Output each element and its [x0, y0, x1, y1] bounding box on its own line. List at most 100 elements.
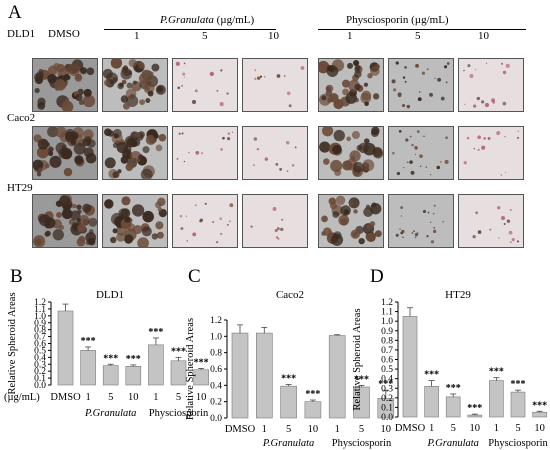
- spheroid: [444, 159, 449, 164]
- spheroid: [194, 89, 198, 93]
- category-label: 1: [262, 424, 267, 435]
- spheroid: [322, 127, 334, 137]
- spheroid: [476, 96, 480, 101]
- spheroid: [183, 62, 186, 65]
- spheroid: [419, 154, 423, 159]
- spheroid: [480, 100, 485, 104]
- spheroid: [253, 137, 258, 141]
- category-label: 10: [470, 423, 481, 434]
- micrograph-caco2-4: [318, 126, 384, 180]
- spheroid: [419, 165, 422, 167]
- y-tick-label: 0.7: [381, 346, 393, 356]
- significance-marker: ***: [489, 367, 504, 378]
- spheroid: [436, 165, 440, 170]
- bar: [102, 365, 119, 386]
- micrograph-ht29-5: [388, 194, 454, 248]
- spheroid: [361, 90, 372, 101]
- spheroid-cluster-image: [472, 206, 520, 243]
- y-tick-label: 1.2: [34, 298, 46, 308]
- category-label: DMSO: [395, 423, 426, 434]
- spheroid: [112, 228, 118, 234]
- spheroid: [333, 129, 345, 142]
- spheroid: [402, 236, 404, 239]
- category-label: 1: [335, 424, 340, 435]
- spheroid: [445, 81, 448, 84]
- significance-marker: ***: [378, 379, 393, 390]
- row-label-ht29: HT29: [7, 182, 33, 194]
- spheroid: [156, 86, 164, 93]
- spheroid: [413, 230, 415, 232]
- spheroid: [185, 215, 187, 217]
- micrograph-caco2-0: [32, 126, 98, 180]
- spheroid-cluster-image: [392, 129, 449, 176]
- spheroid: [332, 211, 340, 219]
- spheroid: [374, 230, 382, 238]
- spheroid: [140, 168, 153, 179]
- spheroid: [156, 231, 164, 239]
- spheroid: [175, 61, 180, 67]
- spheroid: [333, 98, 344, 110]
- spheroid: [199, 219, 203, 223]
- category-label: DMSO: [50, 392, 81, 403]
- micrograph-dld1-4: [318, 58, 384, 112]
- panel-d-letter: D: [370, 266, 384, 287]
- category-label: 5: [451, 423, 456, 434]
- spheroid: [131, 204, 145, 217]
- spheroid: [112, 171, 120, 179]
- row-label-dld1: DLD1: [7, 28, 36, 40]
- spheroid-cluster-image: [33, 127, 97, 177]
- spheroid: [487, 137, 491, 140]
- spheroid: [179, 214, 183, 218]
- spheroid: [33, 235, 46, 247]
- spheroid: [406, 104, 411, 109]
- significance-marker: ***: [126, 354, 141, 365]
- spheroid-cluster-image: [321, 195, 382, 246]
- spheroid: [54, 79, 67, 91]
- bar: [510, 391, 526, 418]
- group-label-pgranulata: P.Granulata: [262, 438, 314, 449]
- spheroid: [228, 220, 231, 223]
- spheroid: [369, 203, 382, 215]
- spheroid: [400, 215, 403, 217]
- spheroid: [145, 134, 156, 145]
- y-tick-label: 0.0: [34, 381, 46, 391]
- spheroid: [334, 168, 342, 177]
- spheroid: [395, 233, 399, 237]
- spheroid: [351, 130, 360, 140]
- spheroid: [56, 211, 63, 218]
- spheroid: [477, 148, 480, 151]
- spheroid: [467, 64, 471, 68]
- spheroid: [219, 217, 222, 220]
- spheroid: [321, 215, 328, 223]
- spheroid: [49, 155, 62, 168]
- spheroid: [145, 98, 151, 104]
- spheroid: [503, 223, 506, 225]
- spheroid: [445, 136, 448, 140]
- spheroid: [352, 231, 358, 238]
- spheroid: [275, 163, 279, 166]
- category-label: 10: [308, 424, 319, 435]
- significance-marker: ***: [103, 353, 118, 364]
- spheroid: [104, 157, 116, 169]
- spheroid: [125, 163, 134, 172]
- spheroid: [411, 232, 414, 234]
- spheroid: [77, 223, 86, 233]
- spheroid: [37, 138, 49, 150]
- spheroid-cluster-image: [104, 196, 167, 247]
- y-tick-label: 1.2: [210, 316, 222, 326]
- spheroid: [504, 172, 507, 174]
- significance-marker: ***: [81, 336, 96, 347]
- significance-marker: ***: [532, 400, 547, 411]
- spheroid: [398, 129, 402, 133]
- spheroid-cluster-image: [391, 61, 450, 109]
- significance-marker: ***: [467, 403, 482, 414]
- spheroid: [469, 73, 474, 78]
- bar: [467, 414, 483, 418]
- spheroid: [177, 86, 181, 90]
- y-tick-label: 0.9: [34, 319, 46, 329]
- spheroid: [121, 79, 127, 85]
- micrograph-caco2-6: [458, 126, 524, 180]
- spheroid: [52, 229, 64, 241]
- panel-c-letter: C: [188, 266, 201, 287]
- spheroid: [76, 237, 86, 247]
